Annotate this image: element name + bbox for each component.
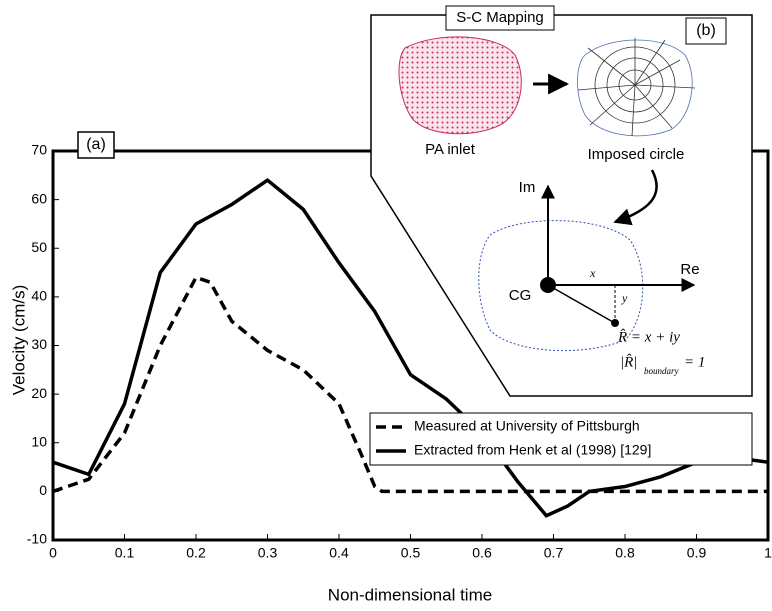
norm-lhs: |R̂| — [620, 354, 637, 370]
y-label: y — [621, 291, 628, 305]
pa-inlet-points — [398, 36, 522, 134]
x-axis-label: Non-dimensional time — [328, 585, 492, 604]
y-tick-label: 20 — [31, 385, 47, 401]
right-caption: Imposed circle — [588, 146, 685, 163]
imposed-circle — [577, 38, 696, 137]
legend-label: Extracted from Henk et al (1998) [129] — [414, 442, 651, 458]
panel-label-box — [77, 131, 115, 159]
y-tick-label: -10 — [27, 531, 47, 547]
panel-label: (a) — [86, 136, 106, 153]
inset-label: (b) — [696, 22, 716, 39]
x-tick-label: 0.2 — [186, 545, 206, 561]
y-tick-label: 30 — [31, 336, 47, 352]
inset-label-box — [685, 17, 727, 45]
cg-label: CG — [509, 287, 532, 304]
boundary-point — [611, 319, 619, 327]
y-tick-label: 70 — [31, 142, 47, 158]
left-caption: PA inlet — [425, 141, 476, 158]
x-tick-label: 0.6 — [472, 545, 492, 561]
re-label: Re — [680, 261, 699, 278]
y-tick-label: 0 — [39, 482, 47, 498]
x-tick-label: 0.5 — [401, 545, 421, 561]
inset-title-box — [445, 5, 555, 31]
x-tick-label: 0.8 — [615, 545, 635, 561]
legend-box — [369, 412, 753, 466]
y-tick-label: 10 — [31, 433, 47, 449]
legend-label: Measured at University of Pittsburgh — [414, 418, 640, 434]
arrow — [613, 169, 658, 226]
boundary — [478, 220, 644, 352]
norm-sub: boundary — [644, 366, 679, 376]
y-tick-label: 50 — [31, 239, 47, 255]
x-tick-label: 0.1 — [115, 545, 135, 561]
x-tick-label: 0.3 — [258, 545, 278, 561]
x-tick-label: 0 — [49, 545, 57, 561]
x-tick-label: 0.7 — [544, 545, 564, 561]
radius — [547, 284, 614, 323]
norm-rhs: = 1 — [684, 354, 705, 370]
cg-point — [540, 277, 556, 293]
inset-title: S-C Mapping — [456, 9, 544, 26]
x-label: x — [589, 266, 596, 280]
legend: Measured at University of Pittsburgh Extr… — [369, 412, 753, 466]
y-tick-label: 40 — [31, 288, 47, 304]
series-line — [52, 177, 769, 518]
x-tick-label: 0.4 — [329, 545, 349, 561]
x-tick-label: 1 — [764, 545, 772, 561]
x-tick-label: 0.9 — [687, 545, 707, 561]
y-axis-label: Velocity (cm/s) — [9, 285, 28, 396]
y-tick-label: 60 — [31, 190, 47, 206]
im-label: Im — [519, 179, 536, 196]
equation: R̂ = x + iy — [617, 329, 680, 345]
inset: S-C Mapping (b) PA inlet Imposed circle … — [370, 5, 753, 397]
